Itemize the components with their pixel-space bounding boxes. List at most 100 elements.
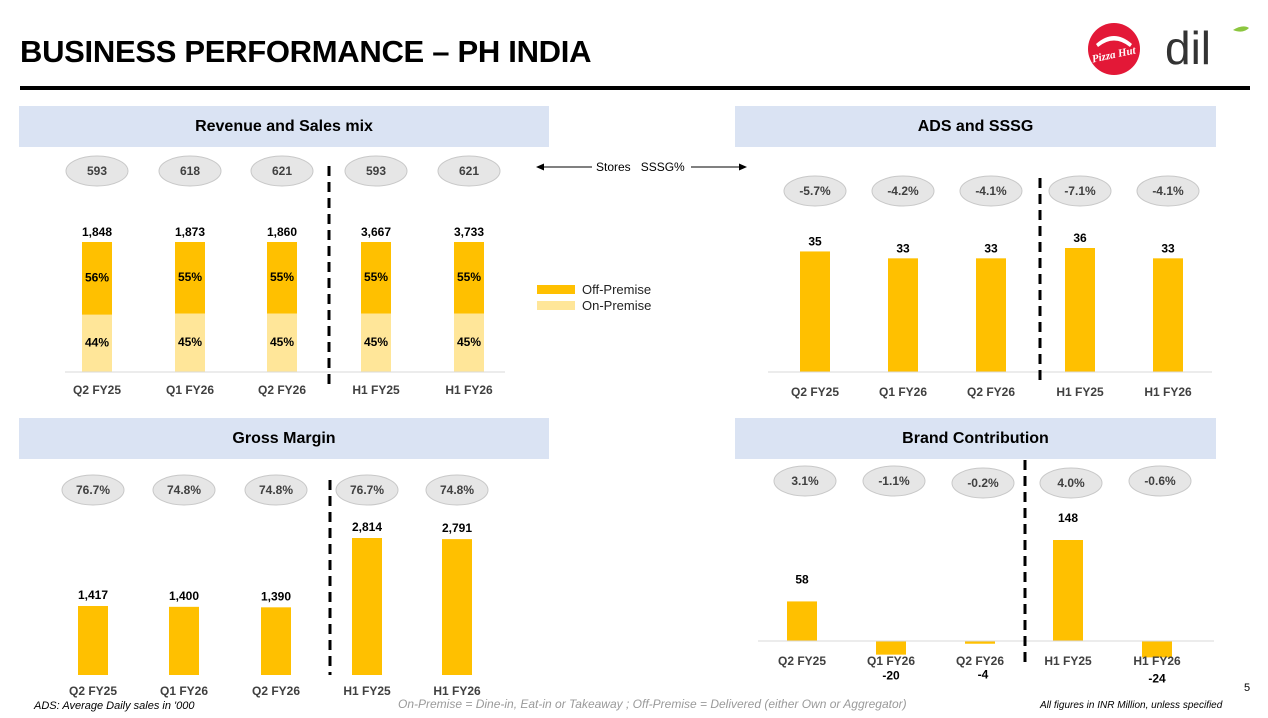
revenue-bar-off-premise — [175, 242, 205, 314]
brand-contribution-percent-pill-label: -0.2% — [967, 476, 999, 490]
gross-margin-percent-pill — [61, 474, 125, 506]
revenue-total-label: 1,860 — [267, 225, 297, 239]
revenue-on-premise-label: 45% — [364, 335, 388, 349]
brand-contribution-value-label: -4 — [978, 668, 989, 682]
brand-panel-header: Brand Contribution — [735, 418, 1216, 459]
brand-contribution-bar — [1053, 540, 1083, 641]
revenue-bar-on-premise — [361, 313, 391, 372]
footnote-ads: ADS: Average Daily sales in '000 — [34, 700, 195, 712]
gross-margin-percent-pill — [152, 474, 216, 506]
brand-contribution-value-label: -20 — [882, 669, 900, 683]
ads-category-label: Q2 FY26 — [967, 385, 1015, 399]
revenue-bar-off-premise — [454, 242, 484, 314]
legend-label-off-premise: Off-Premise — [582, 282, 652, 297]
left-arrow-icon — [536, 163, 592, 171]
ads-value-label: 33 — [984, 241, 998, 255]
ads-bar — [1065, 248, 1095, 372]
brand-contribution-bar — [876, 641, 906, 655]
gross-margin-bar — [169, 606, 199, 675]
brand-contribution-category-label: Q1 FY26 — [867, 654, 915, 668]
gross-margin-category-label: H1 FY26 — [433, 684, 481, 698]
ads-value-label: 35 — [808, 234, 822, 248]
gross-panel-header: Gross Margin — [19, 418, 549, 459]
revenue-on-premise-label: 45% — [178, 335, 202, 349]
stores-label: Stores — [596, 160, 631, 174]
gross-margin-percent-pill — [335, 474, 399, 506]
brand-contribution-bar — [965, 641, 995, 644]
revenue-stores-pill-label: 593 — [87, 164, 107, 178]
legend-swatch-on-premise — [537, 301, 575, 310]
gross-margin-bar — [442, 539, 472, 675]
gross-margin-percent-pill-label: 76.7% — [350, 483, 384, 497]
revenue-stores-pill-label: 593 — [366, 164, 386, 178]
brand-contribution-percent-pill-label: 4.0% — [1057, 476, 1085, 490]
ads-value-label: 33 — [1161, 241, 1175, 255]
ads-panel-header: ADS and SSSG — [735, 106, 1216, 147]
gross-margin-bar — [352, 538, 382, 675]
revenue-stores-pill-label: 621 — [459, 164, 479, 178]
ads-sssg-pill-label: -4.2% — [887, 184, 919, 198]
ads-category-label: H1 FY26 — [1144, 385, 1192, 399]
ads-value-label: 36 — [1073, 231, 1087, 245]
ads-category-label: Q1 FY26 — [879, 385, 927, 399]
dil-logo: dil — [1165, 22, 1249, 72]
ads-sssg-pill-label: -7.1% — [1064, 184, 1096, 198]
revenue-off-premise-label: 56% — [85, 271, 109, 285]
brand-contribution-value-label: -24 — [1148, 671, 1166, 685]
revenue-on-premise-label: 44% — [85, 336, 109, 350]
ads-sssg-pill — [1136, 175, 1200, 207]
brand-contribution-bar — [787, 601, 817, 641]
footnote-premise-definition: On-Premise = Dine-in, Eat-in or Takeaway… — [398, 697, 907, 711]
ads-sssg-pill-label: -5.7% — [799, 184, 831, 198]
revenue-total-label: 1,873 — [175, 225, 205, 239]
brand-contribution-bar — [1142, 641, 1172, 658]
revenue-bar-off-premise — [267, 242, 297, 314]
gross-margin-category-label: Q2 FY26 — [252, 684, 300, 698]
gross-margin-category-label: Q1 FY26 — [160, 684, 208, 698]
gross-margin-value-label: 1,400 — [169, 589, 199, 603]
brand-contribution-category-label: H1 FY25 — [1044, 654, 1092, 668]
revenue-category-label: H1 FY26 — [445, 383, 493, 397]
revenue-bar-on-premise — [175, 313, 205, 372]
gross-margin-percent-pill — [425, 474, 489, 506]
gross-margin-percent-pill — [244, 474, 308, 506]
brand-contribution-percent-pill-label: -1.1% — [878, 474, 910, 488]
gross-margin-bar — [261, 607, 291, 675]
page-number: 5 — [1244, 682, 1251, 694]
revenue-on-premise-label: 45% — [457, 335, 481, 349]
brand-contribution-percent-pill — [862, 465, 926, 497]
revenue-category-label: Q1 FY26 — [166, 383, 214, 397]
revenue-bar-off-premise — [82, 242, 112, 315]
sssg-label: SSSG% — [640, 160, 685, 174]
revenue-stores-pill — [158, 155, 222, 187]
stores-sssg-legend: Stores SSSG% — [536, 160, 747, 174]
ads-bar — [976, 258, 1006, 372]
revenue-bar-on-premise — [267, 313, 297, 372]
revenue-off-premise-label: 55% — [178, 270, 202, 284]
revenue-stores-pill-label: 621 — [272, 164, 292, 178]
pizza-hut-logo: Pizza Hut — [1088, 23, 1140, 75]
brand-contribution-percent-pill-label: 3.1% — [791, 474, 819, 488]
revenue-stores-pill — [344, 155, 408, 187]
revenue-bar-on-premise — [82, 314, 112, 372]
brand-contribution-value-label: 148 — [1058, 511, 1078, 525]
legend-swatch-off-premise — [537, 285, 575, 294]
ads-category-label: Q2 FY25 — [791, 385, 839, 399]
brand-contribution-value-label: 58 — [795, 572, 809, 586]
revenue-off-premise-label: 55% — [270, 270, 294, 284]
gross-margin-value-label: 1,417 — [78, 588, 108, 602]
gross-margin-category-label: Q2 FY25 — [69, 684, 117, 698]
brand-contribution-percent-pill — [773, 465, 837, 497]
ads-bar — [888, 258, 918, 372]
revenue-stores-pill-label: 618 — [180, 164, 200, 178]
brand-contribution-percent-pill — [1039, 467, 1103, 499]
dil-logo-text: dil — [1165, 22, 1211, 72]
revenue-stores-pill — [250, 155, 314, 187]
gross-margin-value-label: 2,791 — [442, 521, 472, 535]
ads-sssg-pill-label: -4.1% — [1152, 184, 1184, 198]
ads-sssg-pill — [783, 175, 847, 207]
page-title: BUSINESS PERFORMANCE – PH INDIA — [20, 34, 592, 69]
brand-contribution-percent-pill — [951, 467, 1015, 499]
revenue-category-label: Q2 FY25 — [73, 383, 121, 397]
